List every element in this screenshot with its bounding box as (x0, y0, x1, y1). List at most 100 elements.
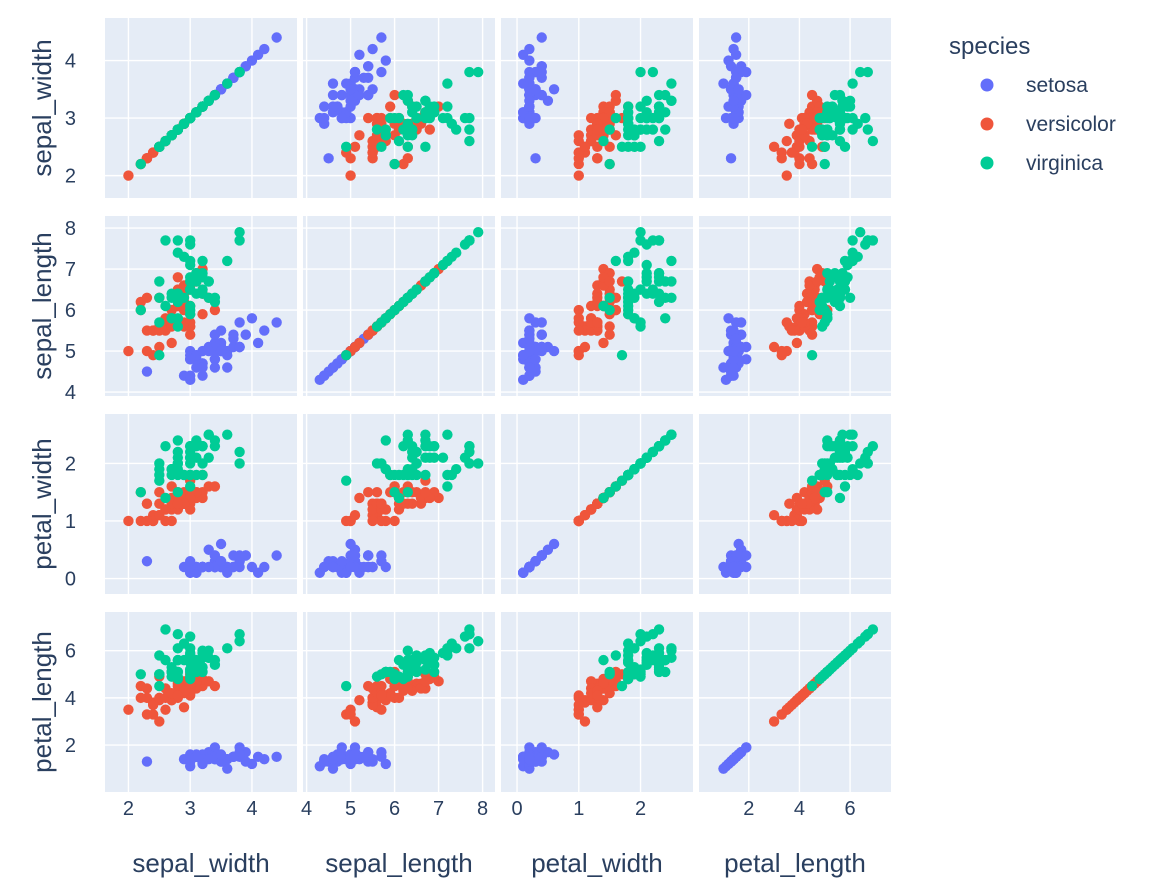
data-point-virginica (172, 643, 184, 654)
data-point-virginica (154, 669, 165, 680)
y-tick-label: 2 (65, 453, 76, 475)
data-point-setosa (197, 370, 208, 381)
data-point-virginica (822, 309, 833, 320)
data-point-virginica (844, 292, 856, 303)
data-point-virginica (814, 304, 825, 316)
data-point-virginica (154, 463, 165, 475)
x-tick-label: 1 (573, 798, 584, 820)
data-point-virginica (407, 446, 418, 458)
data-point-setosa (319, 112, 330, 124)
data-point-setosa (741, 354, 752, 365)
data-point-virginica (604, 292, 615, 303)
data-point-virginica (862, 458, 874, 469)
data-point-setosa (741, 66, 752, 78)
data-point-virginica (464, 124, 475, 135)
data-point-setosa (725, 153, 737, 164)
data-point-virginica (442, 650, 453, 661)
data-point-virginica (806, 475, 818, 486)
data-point-virginica (855, 458, 866, 469)
data-point-setosa (327, 754, 339, 765)
data-point-virginica (398, 659, 409, 671)
data-point-virginica (191, 654, 202, 666)
data-point-virginica (653, 276, 665, 287)
data-point-virginica (184, 276, 196, 287)
subplot-sepal_width-vs-sepal_length (303, 18, 495, 198)
data-point-virginica (464, 235, 475, 246)
data-point-setosa (336, 556, 347, 567)
data-point-virginica (641, 268, 652, 279)
data-point-setosa (345, 538, 356, 550)
data-point-virginica (341, 680, 352, 692)
data-point-versicolor (579, 716, 591, 727)
data-point-virginica (641, 95, 652, 107)
data-point-virginica (635, 636, 646, 647)
data-point-setosa (215, 345, 227, 357)
legend-title: species (949, 33, 1030, 60)
data-point-virginica (817, 321, 828, 332)
data-point-virginica (464, 628, 475, 640)
data-point-virginica (647, 124, 659, 135)
data-point-setosa (733, 538, 744, 550)
data-point-setosa (336, 89, 347, 101)
data-point-versicolor (781, 317, 792, 328)
x-tick-label: 5 (345, 798, 356, 820)
data-point-setosa (376, 746, 387, 758)
x-tick-label: 2 (123, 798, 134, 820)
legend-item-virginica[interactable]: virginica (980, 152, 1104, 175)
data-point-versicolor (786, 147, 798, 158)
data-point-setosa (349, 66, 361, 78)
data-point-virginica (420, 664, 431, 675)
data-point-virginica (834, 135, 846, 147)
data-point-versicolor (579, 341, 591, 353)
legend-label: versicolor (1026, 113, 1116, 136)
data-point-versicolor (197, 309, 208, 320)
legend-label: virginica (1026, 152, 1103, 175)
data-point-virginica (442, 112, 453, 124)
data-point-setosa (530, 317, 541, 328)
data-point-versicolor (123, 345, 134, 357)
data-point-virginica (442, 469, 453, 481)
data-point-setosa (367, 43, 378, 55)
data-point-virginica (154, 317, 165, 328)
data-point-versicolor (376, 515, 387, 527)
data-point-virginica (635, 321, 646, 332)
data-point-versicolor (804, 153, 815, 164)
data-point-virginica (341, 141, 352, 153)
data-point-setosa (184, 754, 196, 765)
data-point-virginica (635, 284, 646, 295)
data-point-versicolor (354, 130, 365, 141)
data-point-versicolor (776, 709, 787, 720)
data-point-versicolor (166, 337, 177, 349)
data-point-versicolor (592, 124, 603, 135)
data-point-setosa (728, 354, 739, 365)
data-point-virginica (222, 255, 233, 267)
legend-marker (980, 117, 994, 131)
data-point-virginica (473, 458, 484, 469)
legend-item-versicolor[interactable]: versicolor (980, 113, 1116, 136)
legend-label: setosa (1026, 74, 1088, 97)
y-tick-label: 3 (65, 108, 76, 130)
data-point-setosa (728, 112, 739, 124)
data-point-setosa (327, 101, 339, 112)
data-point-versicolor (154, 716, 165, 727)
data-point-versicolor (768, 510, 780, 521)
x-tick-label: 4 (246, 798, 257, 820)
data-point-versicolor (801, 296, 813, 308)
data-point-virginica (653, 89, 665, 101)
data-point-virginica (653, 235, 665, 246)
data-point-virginica (660, 124, 671, 135)
legend-item-setosa[interactable]: setosa (980, 74, 1089, 97)
data-point-versicolor (376, 690, 387, 701)
x-tick-label: 0 (511, 798, 522, 820)
x-tick-label: 4 (794, 798, 805, 820)
y-tick-label: 8 (65, 218, 76, 240)
data-point-setosa (184, 354, 196, 365)
data-point-virginica (839, 255, 851, 267)
data-point-setosa (725, 84, 737, 95)
data-point-virginica (806, 680, 818, 692)
data-point-versicolor (592, 690, 603, 701)
data-point-versicolor (420, 487, 431, 498)
data-point-virginica (641, 259, 652, 271)
data-point-setosa (741, 742, 752, 753)
data-point-versicolor (796, 124, 808, 135)
